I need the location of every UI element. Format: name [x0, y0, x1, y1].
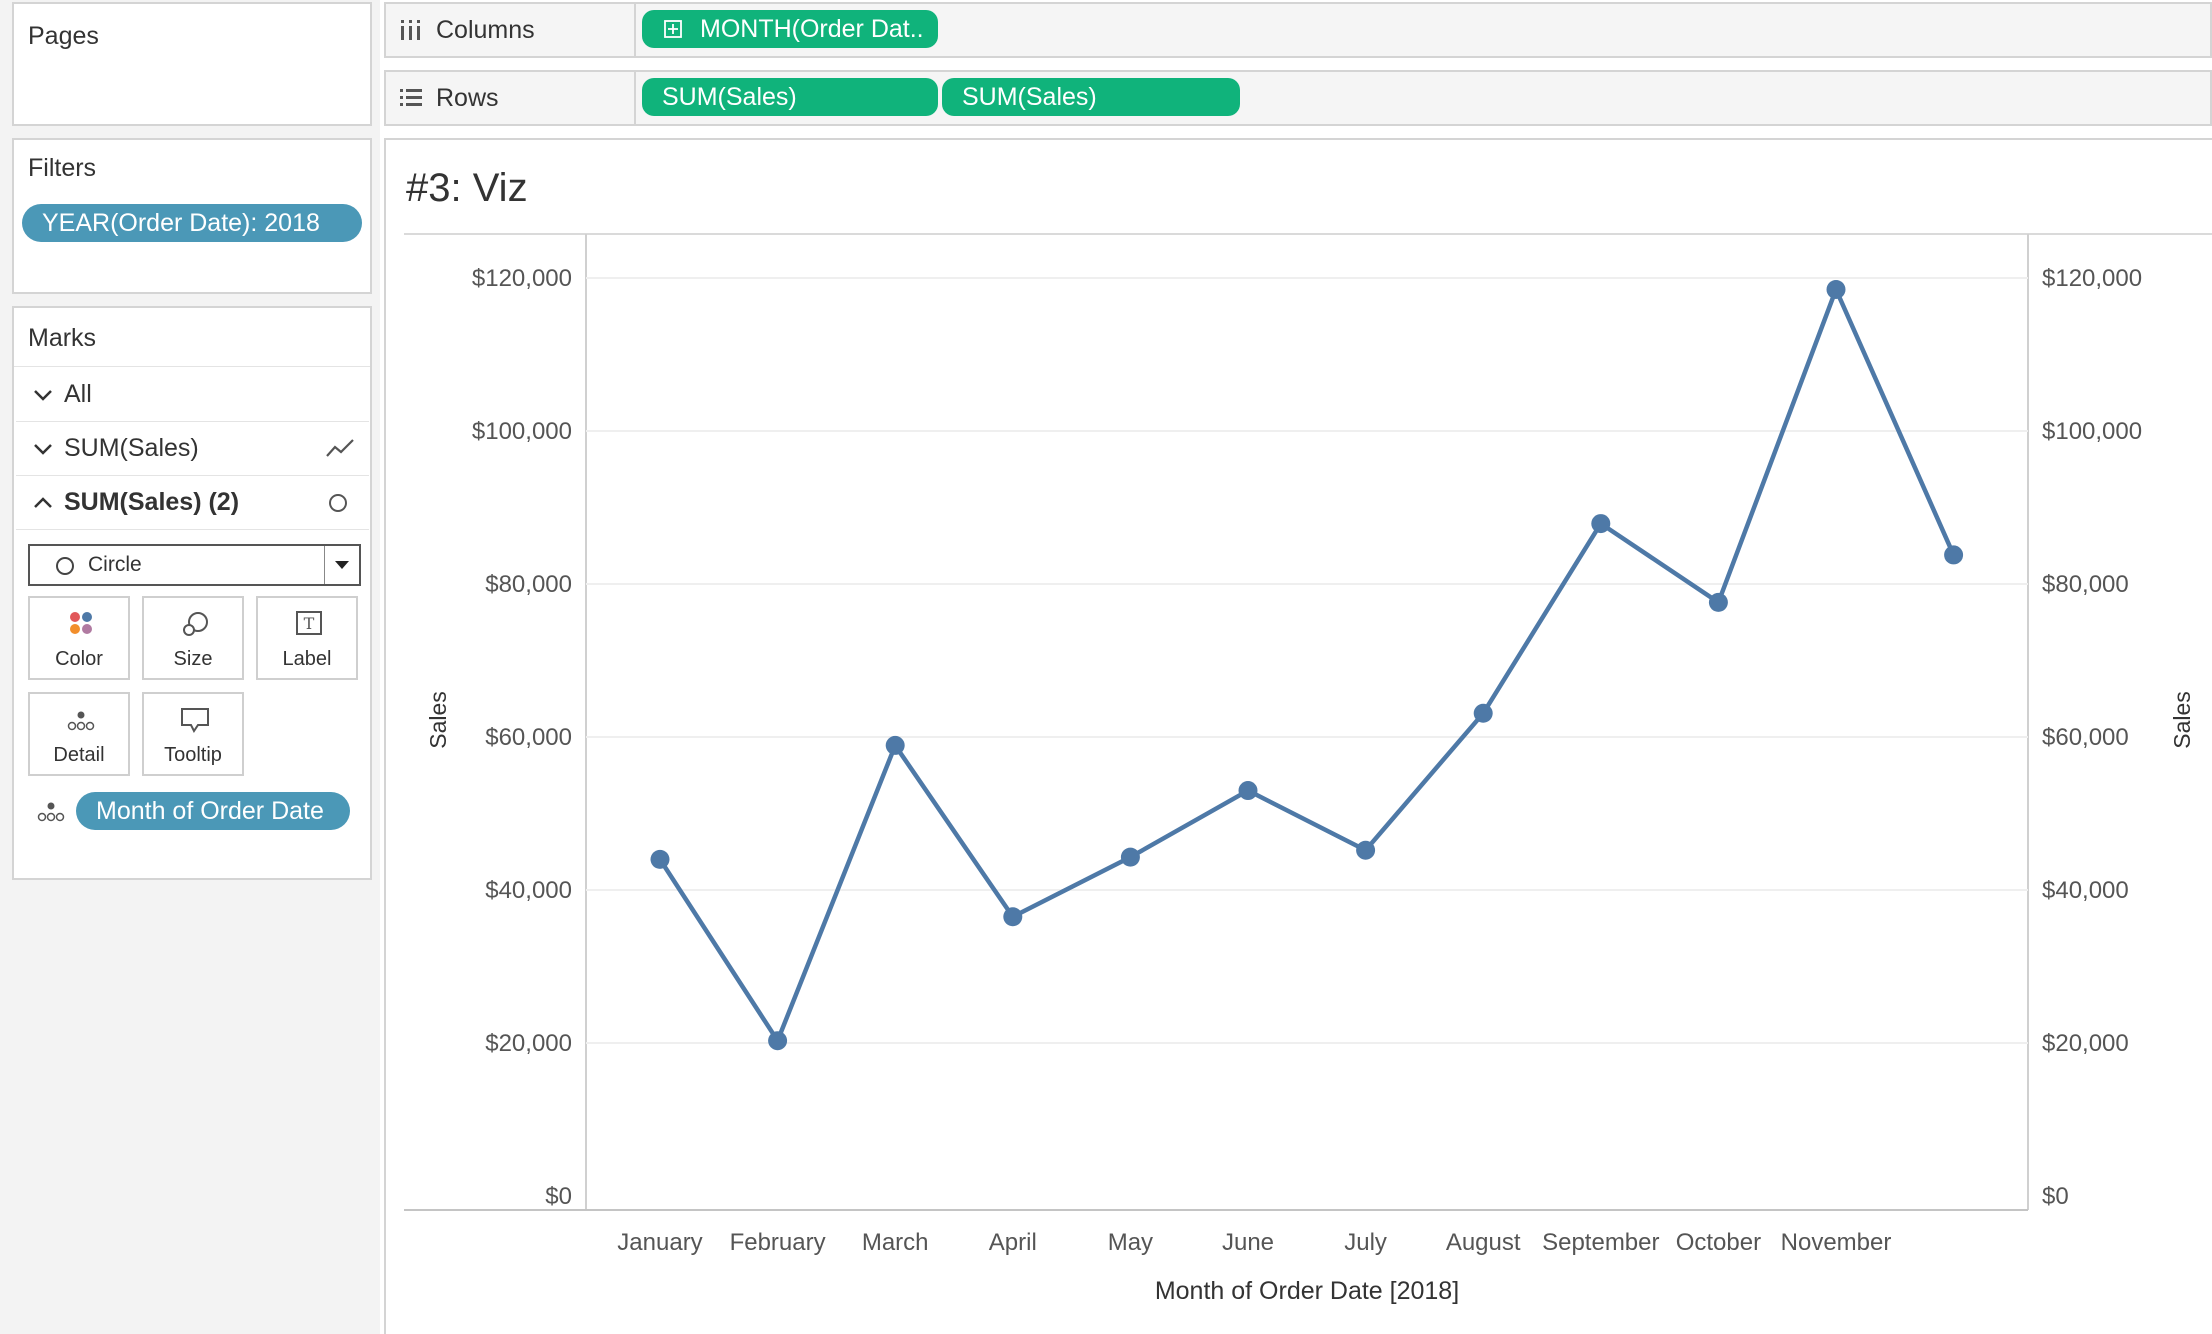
- detail-label: Detail: [53, 744, 105, 766]
- marks-title: Marks: [28, 324, 97, 352]
- label-label: Label: [282, 648, 332, 670]
- marks-row-sum-sales[interactable]: SUM(Sales): [16, 422, 369, 476]
- rows-shelf: Rows SUM(Sales) SUM(Sales): [384, 70, 2212, 126]
- marks-row-all[interactable]: All: [16, 368, 369, 422]
- viz-title: #3: Viz: [406, 166, 528, 210]
- detail-pill[interactable]: Month of Order Date: [76, 792, 350, 830]
- columns-icon: [401, 20, 420, 40]
- label-icon: T: [296, 611, 322, 635]
- rows-pill-2[interactable]: SUM(Sales): [942, 78, 1240, 116]
- label-button[interactable]: T Label: [256, 596, 358, 680]
- filters-title: Filters: [28, 154, 97, 182]
- marks-row-label: All: [64, 380, 92, 408]
- marks-row-sum-sales-2[interactable]: SUM(Sales) (2): [16, 476, 369, 530]
- color-label: Color: [55, 648, 103, 670]
- size-icon: [183, 612, 208, 636]
- size-button[interactable]: Size: [142, 596, 244, 680]
- chevron-down-icon: [34, 444, 52, 455]
- mark-type-label: Circle: [88, 553, 142, 576]
- rows-icon: [400, 89, 422, 106]
- tooltip-label: Tooltip: [164, 744, 222, 766]
- filters-card: Filters YEAR(Order Date): 2018: [12, 138, 372, 294]
- detail-button[interactable]: Detail: [28, 692, 130, 776]
- color-button[interactable]: Color: [28, 596, 130, 680]
- color-icon: [70, 612, 92, 634]
- chevron-down-icon: [34, 390, 52, 401]
- marks-row-label: SUM(Sales) (2): [64, 488, 240, 516]
- circle-icon: [56, 557, 74, 575]
- mark-type-dropdown[interactable]: Circle: [28, 544, 361, 586]
- detail-icon: [37, 802, 65, 822]
- size-label: Size: [173, 648, 213, 670]
- columns-shelf: Columns MONTH(Order Dat..: [384, 2, 2212, 58]
- tooltip-icon: [181, 708, 209, 733]
- viz-pane: #3: Viz: [384, 138, 2212, 1334]
- rows-pill-1[interactable]: SUM(Sales): [642, 78, 938, 116]
- columns-pill[interactable]: MONTH(Order Dat..: [642, 10, 938, 48]
- pages-card: Pages: [12, 2, 372, 126]
- chevron-up-icon: [34, 497, 52, 508]
- pages-title: Pages: [28, 22, 99, 50]
- line-mark-icon: [326, 439, 354, 457]
- marks-card: Marks All SUM(Sales) SUM(Sales) (2) Circ…: [12, 306, 372, 880]
- filter-pill[interactable]: YEAR(Order Date): 2018: [22, 204, 362, 242]
- caret-down-icon: [335, 561, 349, 569]
- rows-label: Rows: [436, 84, 499, 112]
- marks-row-label: SUM(Sales): [64, 434, 199, 462]
- svg-text:T: T: [304, 614, 315, 633]
- tooltip-button[interactable]: Tooltip: [142, 692, 244, 776]
- columns-label: Columns: [436, 16, 535, 44]
- detail-icon: [67, 711, 95, 731]
- expand-icon: [664, 20, 682, 38]
- circle-mark-icon: [329, 494, 347, 512]
- columns-pill-label: MONTH(Order Dat..: [700, 15, 924, 43]
